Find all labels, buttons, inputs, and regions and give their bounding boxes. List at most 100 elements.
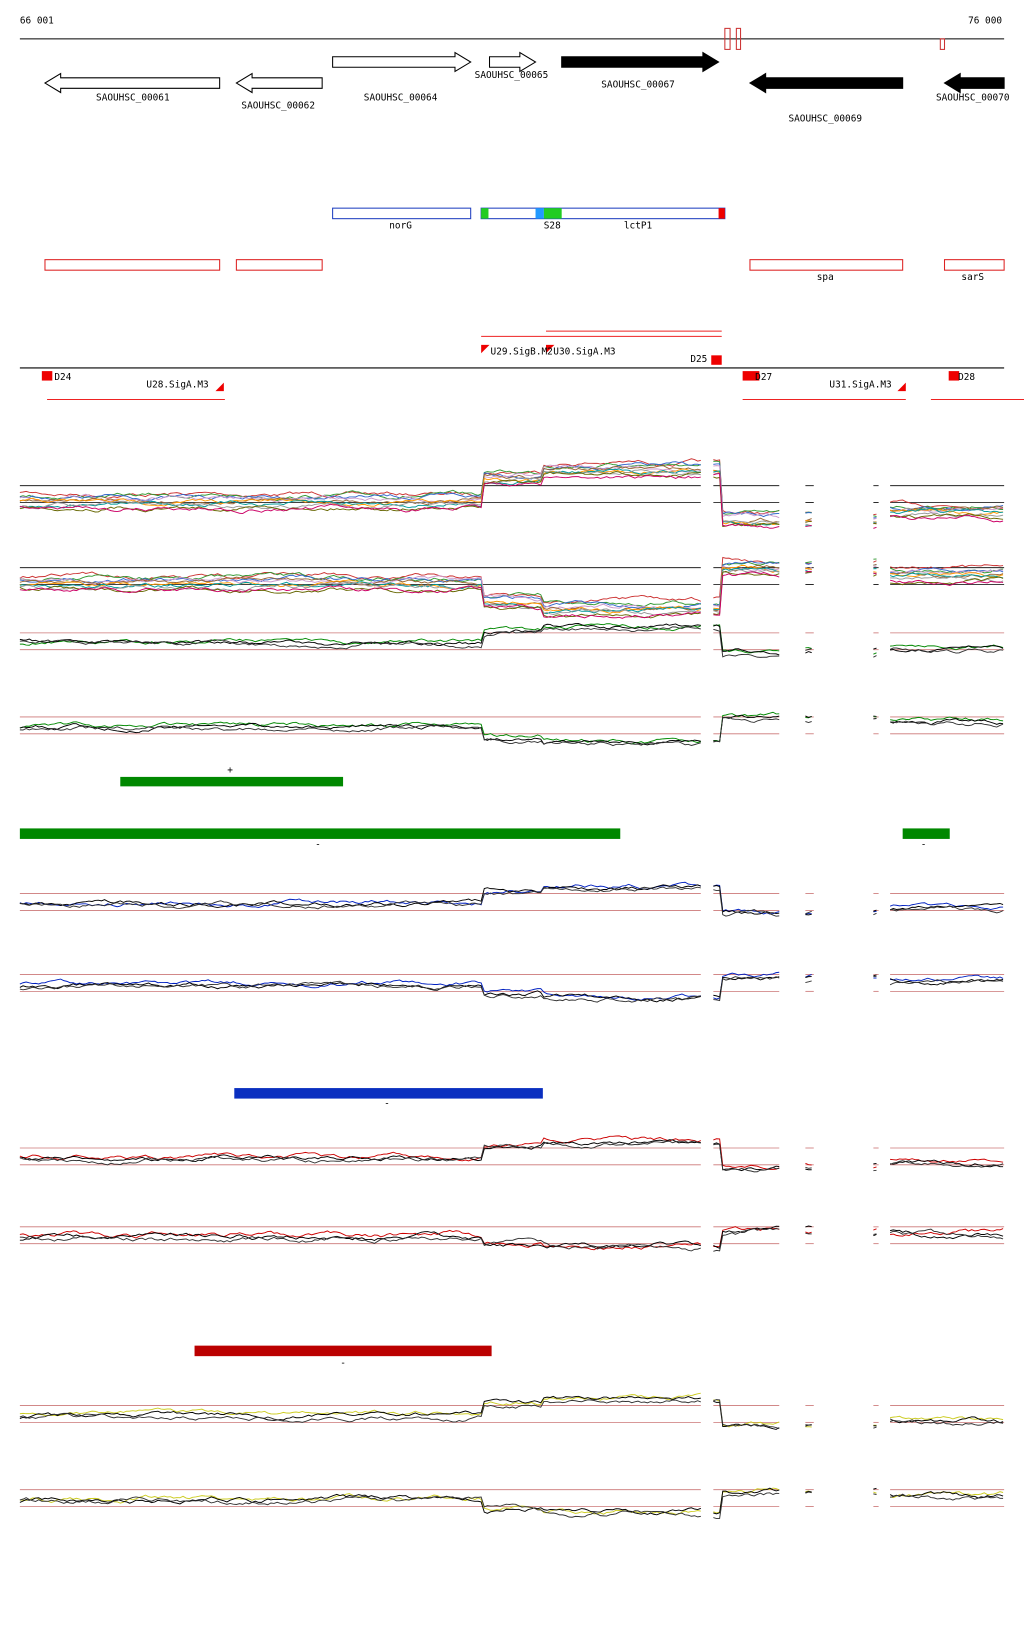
signal-line xyxy=(713,885,780,915)
signal-line xyxy=(890,513,1004,520)
signal-line xyxy=(713,469,780,526)
signal-line xyxy=(19,464,701,503)
feature-box xyxy=(235,259,323,271)
feature-block xyxy=(481,208,489,219)
signal-line xyxy=(873,521,877,524)
strand-mark: - xyxy=(384,1098,390,1109)
signal-line xyxy=(873,517,877,520)
signal-line xyxy=(873,974,877,977)
signal-line xyxy=(890,1493,1004,1501)
signal-line xyxy=(873,1233,877,1235)
annotation-tracks: 66 001 76 000 SAOUHSC_00061 SAOUHSC_0006… xyxy=(19,16,1024,1369)
signal-line xyxy=(713,556,780,599)
signal-line xyxy=(890,512,1004,518)
signal-line xyxy=(713,884,780,915)
strand-mark: - xyxy=(340,1358,346,1369)
feature-block xyxy=(543,208,562,219)
signal-line xyxy=(889,572,1004,579)
signal-line xyxy=(713,567,780,611)
feature-box xyxy=(332,207,472,220)
signal-line xyxy=(713,1399,780,1428)
signal-line xyxy=(889,1228,1004,1240)
signal-line xyxy=(19,1392,701,1417)
ruler-marker xyxy=(939,38,946,50)
signal-line xyxy=(805,721,812,724)
signal-line xyxy=(713,569,780,613)
signal-line xyxy=(19,1231,701,1249)
strand-mark: - xyxy=(315,840,321,851)
segment-bar xyxy=(234,1088,543,1099)
signal-line xyxy=(19,978,701,1001)
signal-line xyxy=(713,1225,780,1249)
feature-box xyxy=(943,259,1005,271)
signal-line xyxy=(805,1231,812,1234)
signal-line xyxy=(713,472,780,524)
promoter-label: D25 xyxy=(690,354,707,365)
feature-box xyxy=(749,259,904,271)
segment-bar xyxy=(19,828,621,839)
signal-line xyxy=(873,1493,877,1495)
promoter-mark xyxy=(41,371,53,381)
signal-line xyxy=(873,1166,877,1169)
signal-line xyxy=(713,711,780,743)
signal-line xyxy=(873,647,877,650)
signal-line xyxy=(805,648,812,651)
signal-line xyxy=(873,515,877,517)
signal-line xyxy=(19,980,701,1003)
gene-label: SAOUHSC_00064 xyxy=(364,92,438,103)
signal-line xyxy=(805,715,812,718)
signal-line xyxy=(873,1426,877,1429)
signal-line xyxy=(890,1415,1004,1421)
signal-line xyxy=(19,1493,701,1516)
signal-line xyxy=(19,571,701,608)
signal-line xyxy=(713,628,780,658)
promoter-label: U28.SigA.M3 xyxy=(146,379,208,390)
signal-line xyxy=(19,471,701,513)
signal-line xyxy=(19,585,701,619)
signal-line xyxy=(890,576,1004,584)
signal-line xyxy=(713,1143,780,1173)
gene-arrow xyxy=(43,72,221,94)
feature-label: spa xyxy=(817,272,834,283)
signal-line xyxy=(889,1160,1004,1168)
signal-line xyxy=(19,465,701,506)
signal-line xyxy=(873,912,877,916)
signal-line xyxy=(873,571,877,573)
signal-line xyxy=(889,564,1004,570)
signal-line xyxy=(713,472,780,529)
signal-line xyxy=(713,560,780,606)
ruler-marker xyxy=(735,27,742,50)
signal-line xyxy=(890,579,1004,587)
signal-line xyxy=(890,716,1004,722)
signal-line xyxy=(19,574,701,611)
signal-line xyxy=(713,465,780,519)
promoter-label: D24 xyxy=(54,372,71,383)
signal-line xyxy=(805,1232,812,1235)
ruler-marker xyxy=(724,27,731,50)
signal-line xyxy=(19,981,701,1003)
feature-box xyxy=(44,259,221,271)
signal-line xyxy=(873,1233,877,1237)
promoter-label: U31.SigA.M3 xyxy=(829,379,891,390)
gene-arrow xyxy=(748,72,904,94)
feature-label: lctP1 xyxy=(624,221,653,232)
signal-line xyxy=(713,971,780,1000)
signal-line xyxy=(890,1228,1004,1237)
gene-arrow xyxy=(561,51,720,73)
signal-line xyxy=(713,716,780,743)
signal-line xyxy=(890,905,1004,914)
signal-line xyxy=(19,724,701,747)
gene-label: SAOUHSC_00062 xyxy=(241,101,315,112)
signal-line xyxy=(713,1487,780,1515)
signal-line xyxy=(889,504,1004,512)
signal-line xyxy=(19,886,701,910)
signal-line xyxy=(713,1492,780,1520)
signal-line xyxy=(805,1225,812,1228)
gene-arrow xyxy=(943,72,1005,94)
signal-line xyxy=(805,913,812,915)
signal-line xyxy=(713,459,780,515)
signal-line xyxy=(19,1140,701,1166)
signal-line xyxy=(805,1162,812,1166)
signal-line xyxy=(873,563,877,566)
